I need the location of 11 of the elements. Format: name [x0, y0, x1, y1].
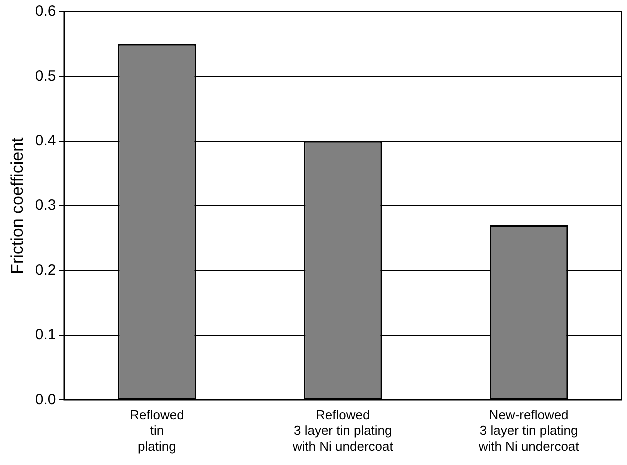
y-tick-label: 0.1: [35, 326, 56, 344]
y-axis-title: Friction coefficient: [8, 137, 27, 274]
y-tick-label: 0.0: [35, 391, 56, 408]
y-tick-label: 0.5: [35, 68, 56, 85]
x-tick-label: Reflowed tin plating: [130, 408, 184, 454]
x-tick-label: New-reflowed 3 layer tin plating with Ni undercoat: [478, 408, 580, 454]
y-tick-label: 0.3: [35, 197, 56, 214]
y-tick-label: 0.4: [35, 132, 56, 150]
x-tick-label: Reflowed 3 layer tin plating with Ni undercoat: [292, 408, 394, 454]
y-tick-label: 0.6: [35, 3, 56, 20]
y-tick-label: 0.2: [35, 262, 56, 279]
